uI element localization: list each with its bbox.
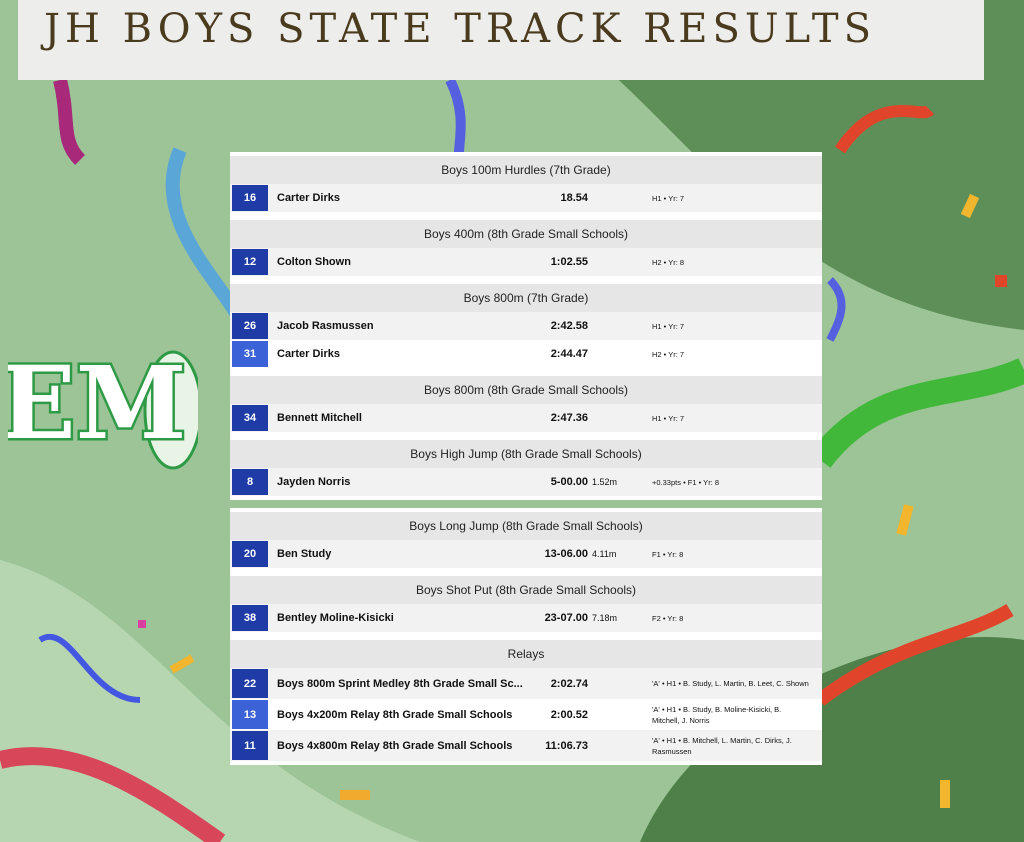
result-row: 20 Ben Study 13-06.00 4.11m F1 • Yr: 8: [230, 540, 822, 568]
event-section: Relays 22 Boys 800m Sprint Medley 8th Grad…: [230, 640, 822, 761]
result-row: 8 Jayden Norris 5-00.00 1.52m +0.33pts • F1 …: [230, 468, 822, 496]
athlete-name: Ben Study: [277, 548, 332, 560]
place-badge: 34: [232, 405, 268, 431]
result-row: 16 Carter Dirks 18.54 H1 • Yr: 7: [230, 184, 822, 212]
event-section: Boys 400m (8th Grade Small Schools) 12 Col…: [230, 220, 822, 276]
place-badge: 13: [232, 700, 268, 729]
athlete-name: Carter Dirks: [277, 192, 340, 204]
result-info: F1 • Yr: 8: [652, 549, 684, 559]
banner-title: JH BOYS STATE TRACK RESULTS: [44, 6, 876, 52]
result-info: H1 • Yr: 7: [652, 193, 685, 203]
result-metric: 1.52m: [592, 477, 618, 487]
event-title: Boys 800m (8th Grade Small Schools): [230, 376, 822, 404]
result-mark: 2:02.74: [550, 677, 588, 690]
result-mark: 18.54: [560, 192, 588, 204]
banner: JH BOYS STATE TRACK RESULTS: [18, 0, 984, 80]
result-row: 34 Bennett Mitchell 2:47.36 H1 • Yr: 7: [230, 404, 822, 432]
place-badge: 16: [232, 185, 268, 211]
logo-text: EM: [8, 344, 186, 462]
athlete-name: Bennett Mitchell: [277, 412, 362, 424]
place-badge: 26: [232, 313, 268, 339]
event-title: Boys High Jump (8th Grade Small Schools): [230, 440, 822, 468]
result-metric: 4.11m: [592, 549, 617, 559]
athlete-name: Jacob Rasmussen: [277, 320, 374, 332]
results-panel: Boys 100m Hurdles (7th Grade) 16 Carter Di…: [230, 152, 822, 500]
result-info: H1 • Yr: 7: [652, 321, 685, 331]
event-section: Boys Shot Put (8th Grade Small Schools) 3…: [230, 576, 822, 632]
place-badge: 22: [232, 669, 268, 698]
event-title: Boys 800m (7th Grade): [230, 284, 822, 312]
result-mark: 2:47.36: [550, 412, 588, 424]
result-metric: 7.18m: [592, 613, 618, 623]
place-badge: 12: [232, 249, 268, 275]
result-mark: 5-00.00: [550, 476, 588, 488]
result-row: 12 Colton Shown 1:02.55 H2 • Yr: 8: [230, 248, 822, 276]
result-info: +0.33pts • F1 • Yr: 8: [652, 477, 720, 487]
place-badge: 31: [232, 341, 268, 367]
athlete-name: Carter Dirks: [277, 348, 340, 360]
result-mark: 11:06.73: [545, 739, 588, 752]
result-info: H1 • Yr: 7: [652, 413, 685, 423]
athlete-name: Bentley Moline-Kisicki: [277, 612, 394, 624]
event-section: Boys 100m Hurdles (7th Grade) 16 Carter Di…: [230, 156, 822, 212]
event-section: Boys 800m (7th Grade) 26 Jacob Rasmussen 2:…: [230, 284, 822, 368]
result-row: 26 Jacob Rasmussen 2:42.58 H1 • Yr: 7: [230, 312, 822, 340]
result-info: F2 • Yr: 8: [652, 613, 684, 623]
team-logo: EM: [8, 342, 198, 470]
event-title: Relays: [230, 640, 822, 668]
result-mark: 2:00.52: [550, 708, 588, 721]
place-badge: 8: [232, 469, 268, 495]
result-info: 'A' • H1 • B. Study, B. Moline-Kisicki, …: [652, 704, 782, 725]
athlete-name: Boys 4x800m Relay 8th Grade Small School…: [277, 739, 513, 752]
athlete-name: Jayden Norris: [277, 476, 351, 488]
result-row: 31 Carter Dirks 2:44.47 H2 • Yr: 7: [230, 340, 822, 368]
result-info: H2 • Yr: 8: [652, 257, 685, 267]
result-row: 22 Boys 800m Sprint Medley 8th Grade Smal…: [230, 668, 822, 699]
result-info: H2 • Yr: 7: [652, 349, 685, 359]
event-section: Boys 800m (8th Grade Small Schools) 34 Ben…: [230, 376, 822, 432]
result-mark: 2:44.47: [550, 348, 588, 360]
result-info: 'A' • H1 • B. Study, L. Martin, B. Leet,…: [652, 679, 809, 688]
place-badge: 20: [232, 541, 268, 567]
event-title: Boys 100m Hurdles (7th Grade): [230, 156, 822, 184]
result-row: 13 Boys 4x200m Relay 8th Grade Small Scho…: [230, 699, 822, 730]
event-section: Boys High Jump (8th Grade Small Schools)…: [230, 440, 822, 496]
athlete-name: Boys 800m Sprint Medley 8th Grade Small …: [277, 677, 523, 690]
event-title: Boys Shot Put (8th Grade Small Schools): [230, 576, 822, 604]
logo-mascot: [143, 350, 198, 470]
result-info: 'A' • H1 • B. Mitchell, L. Martin, C. Di…: [652, 735, 792, 756]
athlete-name: Colton Shown: [277, 256, 351, 268]
result-mark: 2:42.58: [550, 320, 588, 332]
result-row: 11 Boys 4x800m Relay 8th Grade Small Scho…: [230, 730, 822, 761]
result-mark: 1:02.55: [550, 256, 588, 268]
result-mark: 13-06.00: [544, 548, 588, 560]
event-title: Boys Long Jump (8th Grade Small Schools): [230, 512, 822, 540]
result-mark: 23-07.00: [544, 612, 588, 624]
event-title: Boys 400m (8th Grade Small Schools): [230, 220, 822, 248]
result-row: 38 Bentley Moline-Kisicki 23-07.00 7.18m F2 …: [230, 604, 822, 632]
event-section: Boys Long Jump (8th Grade Small Schools)…: [230, 512, 822, 568]
results-panel: Boys Long Jump (8th Grade Small Schools)…: [230, 508, 822, 765]
place-badge: 11: [232, 731, 268, 760]
place-badge: 38: [232, 605, 268, 631]
athlete-name: Boys 4x200m Relay 8th Grade Small School…: [277, 708, 513, 721]
